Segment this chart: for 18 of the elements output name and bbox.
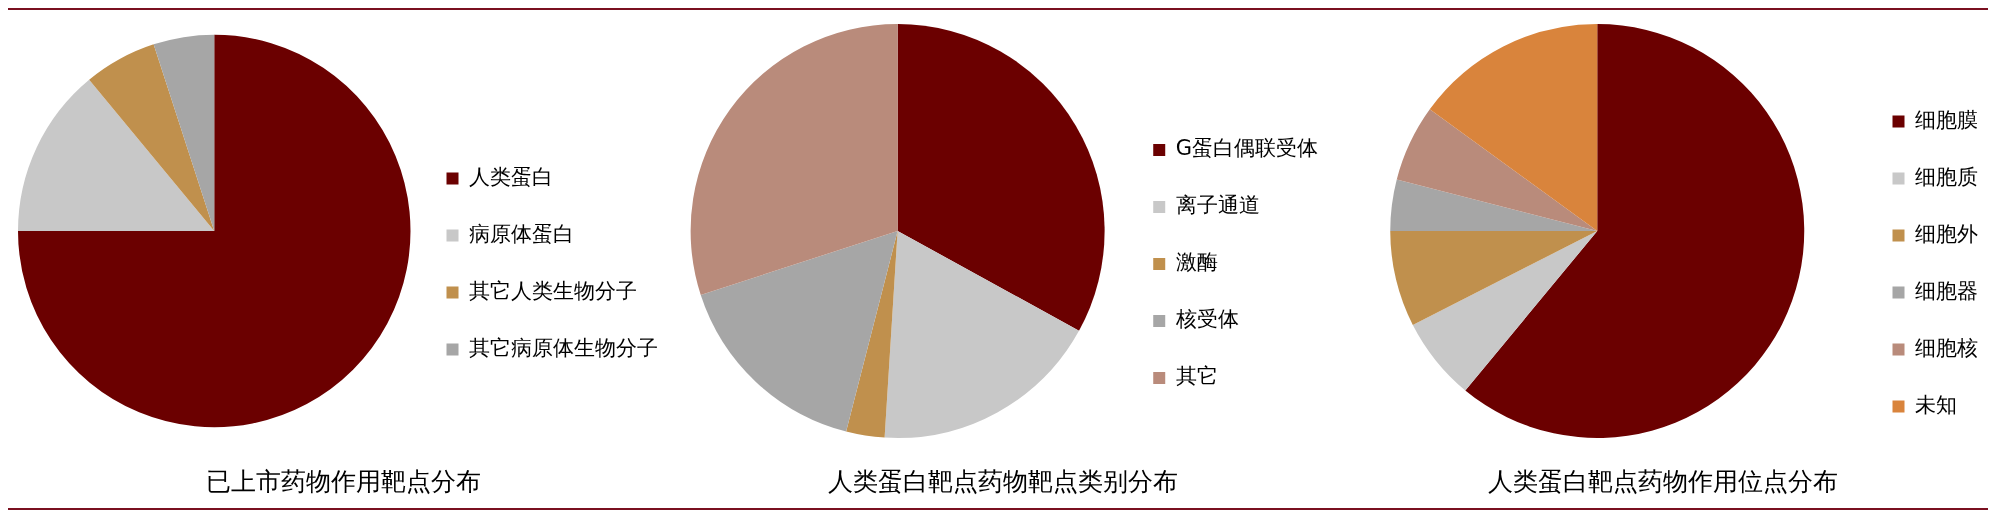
legend-label: 其它病原体生物分子	[469, 335, 658, 360]
legend-label: G蛋白偶联受体	[1175, 136, 1319, 161]
legend-label: 离子通道	[1175, 193, 1260, 218]
legend-label: 激酶	[1175, 250, 1218, 275]
legend-label: 其它人类生物分子	[469, 278, 637, 303]
legend-label: 细胞核	[1915, 335, 1978, 360]
legend-label: 核受体	[1174, 307, 1239, 332]
legend-label: 未知	[1915, 392, 1957, 417]
text: 人类蛋白靶点药物作用位点分布	[1488, 466, 1838, 496]
legend-label: 病原体蛋白	[469, 221, 574, 246]
text: 已上市药物作用靶点分布	[205, 466, 481, 496]
legend-label: 细胞膜	[1915, 107, 1978, 132]
legend-label: 人类蛋白	[469, 164, 553, 189]
legend-label: 细胞质	[1915, 164, 1978, 189]
legend-label: 细胞器	[1915, 278, 1978, 303]
text: 人类蛋白靶点药物靶点类别分布	[828, 466, 1178, 496]
legend-label: 其它	[1175, 364, 1218, 389]
legend-label: 细胞外	[1915, 221, 1978, 246]
